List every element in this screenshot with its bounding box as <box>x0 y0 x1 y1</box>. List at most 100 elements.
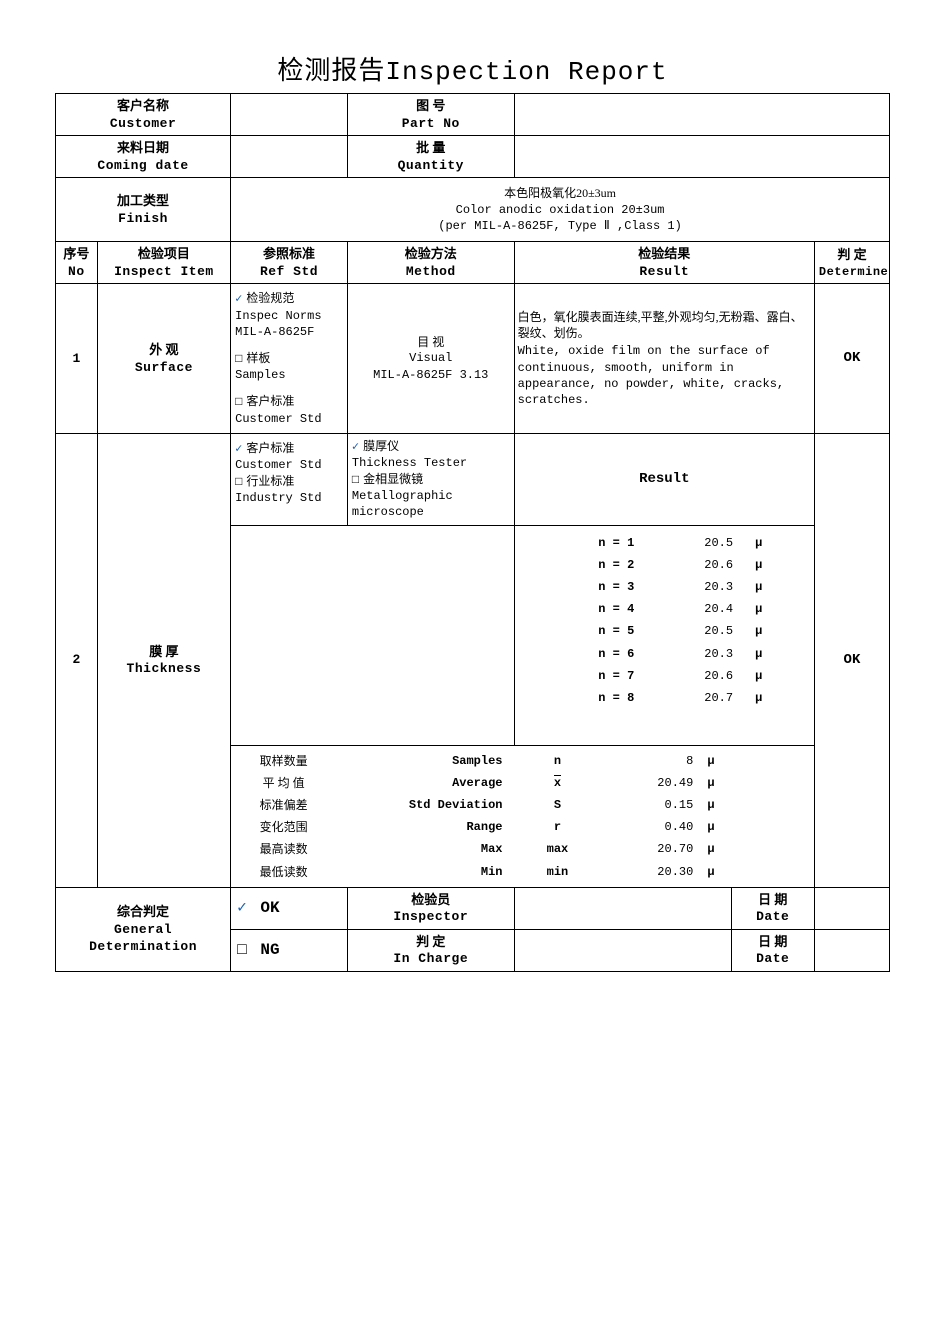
customer-value <box>231 94 348 136</box>
stat-en: Min <box>336 861 522 883</box>
meas-val: 20.5 <box>664 532 737 554</box>
check-icon: ✓ <box>235 292 242 306</box>
date2-label: 日 期 Date <box>731 929 814 971</box>
checkbox-empty-icon: □ <box>235 474 242 488</box>
hdr-row-finish: 加工类型 Finish 本色阳极氧化20±3um Color anodic ox… <box>56 178 890 242</box>
meas-val: 20.6 <box>664 665 737 687</box>
row1-result: 白色，氧化膜表面连续,平整,外观均匀,无粉霜、露白、裂纹、划伤。 White, … <box>514 284 814 433</box>
meas-n: n = 1 <box>519 532 665 554</box>
stat-row: 最低读数Minmin20.30μ <box>231 861 814 883</box>
stat-sym: n <box>523 750 593 772</box>
stat-cn: 平 均 值 <box>231 772 336 794</box>
inspector-label: 检验员 Inspector <box>347 887 514 929</box>
stats-table: 取样数量Samplesn8μ平 均 值Averagex20.49μ标准偏差Std… <box>231 750 814 883</box>
stat-unit: μ <box>697 861 814 883</box>
col-item: 检验项目Inspect Item <box>97 242 230 284</box>
meas-unit: μ <box>737 598 810 620</box>
row2-refstd: ✓客户标准 Customer Std □行业标准 Industry Std <box>231 433 348 525</box>
checkbox-empty-icon: □ <box>237 941 247 958</box>
finish-label: 加工类型 Finish <box>56 178 231 242</box>
stat-val: 0.15 <box>592 794 697 816</box>
stat-unit: μ <box>697 772 814 794</box>
qty-label: 批 量 Quantity <box>347 136 514 178</box>
col-result: 检验结果Result <box>514 242 814 284</box>
col-determine: 判 定Determine <box>814 242 889 284</box>
row1-determine: OK <box>814 284 889 433</box>
meas-n: n = 8 <box>519 687 665 709</box>
stat-row: 标准偏差Std DeviationS0.15μ <box>231 794 814 816</box>
customer-label: 客户名称 Customer <box>56 94 231 136</box>
stat-sym: r <box>523 816 593 838</box>
stat-unit: μ <box>697 816 814 838</box>
stat-cn: 变化范围 <box>231 816 336 838</box>
measurements-table: n = 120.5μn = 220.6μn = 320.3μn = 420.4μ… <box>519 532 810 710</box>
partno-value <box>514 94 889 136</box>
meas-unit: μ <box>737 687 810 709</box>
meas-val: 20.5 <box>664 620 737 642</box>
row2-method: ✓膜厚仪 Thickness Tester □金相显微镜 Metallograp… <box>347 433 514 525</box>
stat-en: Max <box>336 838 522 860</box>
stat-row: 取样数量Samplesn8μ <box>231 750 814 772</box>
date1-label: 日 期 Date <box>731 887 814 929</box>
row2-stats: 取样数量Samplesn8μ平 均 值Averagex20.49μ标准偏差Std… <box>231 745 815 887</box>
finish-value: 本色阳极氧化20±3um Color anodic oxidation 20±3… <box>231 178 890 242</box>
meas-n: n = 5 <box>519 620 665 642</box>
meas-n: n = 7 <box>519 665 665 687</box>
meas-n: n = 3 <box>519 576 665 598</box>
incharge-label: 判 定 In Charge <box>347 929 514 971</box>
stat-sym: min <box>523 861 593 883</box>
comingdate-label: 来料日期 Coming date <box>56 136 231 178</box>
general-det-label: 综合判定 General Determination <box>56 887 231 971</box>
row2-meth-opt2: □金相显微镜 Metallographic microscope <box>352 471 510 521</box>
inspect-row-2a: 2 膜 厚 Thickness ✓客户标准 Customer Std □行业标准… <box>56 433 890 525</box>
measurement-row: n = 220.6μ <box>519 554 810 576</box>
checkbox-empty-icon: □ <box>235 351 242 365</box>
check-icon: ✓ <box>352 440 359 454</box>
row2-ref-opt2: □行业标准 Industry Std <box>235 473 343 506</box>
row2-meth-opt1: ✓膜厚仪 Thickness Tester <box>352 438 510 471</box>
col-no: 序号No <box>56 242 98 284</box>
row2-item: 膜 厚 Thickness <box>97 433 230 887</box>
meas-unit: μ <box>737 554 810 576</box>
comingdate-value <box>231 136 348 178</box>
stat-sym: x <box>523 772 593 794</box>
row2-ref-opt1: ✓客户标准 Customer Std <box>235 440 343 473</box>
stat-row: 变化范围Ranger0.40μ <box>231 816 814 838</box>
measurement-row: n = 420.4μ <box>519 598 810 620</box>
col-ref: 参照标准Ref Std <box>231 242 348 284</box>
meas-val: 20.4 <box>664 598 737 620</box>
partno-label: 图 号 Part No <box>347 94 514 136</box>
row1-refstd: ✓检验规范 Inspec Norms MIL-A-8625F □样板 Sampl… <box>231 284 348 433</box>
stat-val: 8 <box>592 750 697 772</box>
row2-measurements: n = 120.5μn = 220.6μn = 320.3μn = 420.4μ… <box>514 525 814 745</box>
measurement-row: n = 320.3μ <box>519 576 810 598</box>
meas-unit: μ <box>737 665 810 687</box>
inspector-value <box>514 887 731 929</box>
stat-en: Std Deviation <box>336 794 522 816</box>
measurement-row: n = 520.5μ <box>519 620 810 642</box>
stat-val: 20.49 <box>592 772 697 794</box>
stat-unit: μ <box>697 750 814 772</box>
col-method: 检验方法Method <box>347 242 514 284</box>
checkbox-empty-icon: □ <box>235 394 242 408</box>
stat-en: Range <box>336 816 522 838</box>
measurement-row: n = 120.5μ <box>519 532 810 554</box>
hdr-row-customer: 客户名称 Customer 图 号 Part No <box>56 94 890 136</box>
stat-row: 最高读数Maxmax20.70μ <box>231 838 814 860</box>
stat-sym: S <box>523 794 593 816</box>
stat-val: 20.30 <box>592 861 697 883</box>
row2-determine: OK <box>814 433 889 887</box>
measurement-row: n = 720.6μ <box>519 665 810 687</box>
row1-no: 1 <box>56 284 98 433</box>
row1-item: 外 观 Surface <box>97 284 230 433</box>
row2-meas-left-blank <box>231 525 515 745</box>
row1-method: 目 视 Visual MIL-A-8625F 3.13 <box>347 284 514 433</box>
stat-cn: 标准偏差 <box>231 794 336 816</box>
check-icon: ✓ <box>237 899 247 917</box>
meas-n: n = 4 <box>519 598 665 620</box>
meas-val: 20.3 <box>664 576 737 598</box>
column-header-row: 序号No 检验项目Inspect Item 参照标准Ref Std 检验方法Me… <box>56 242 890 284</box>
stat-unit: μ <box>697 838 814 860</box>
date1-value <box>814 887 889 929</box>
date2-value <box>814 929 889 971</box>
